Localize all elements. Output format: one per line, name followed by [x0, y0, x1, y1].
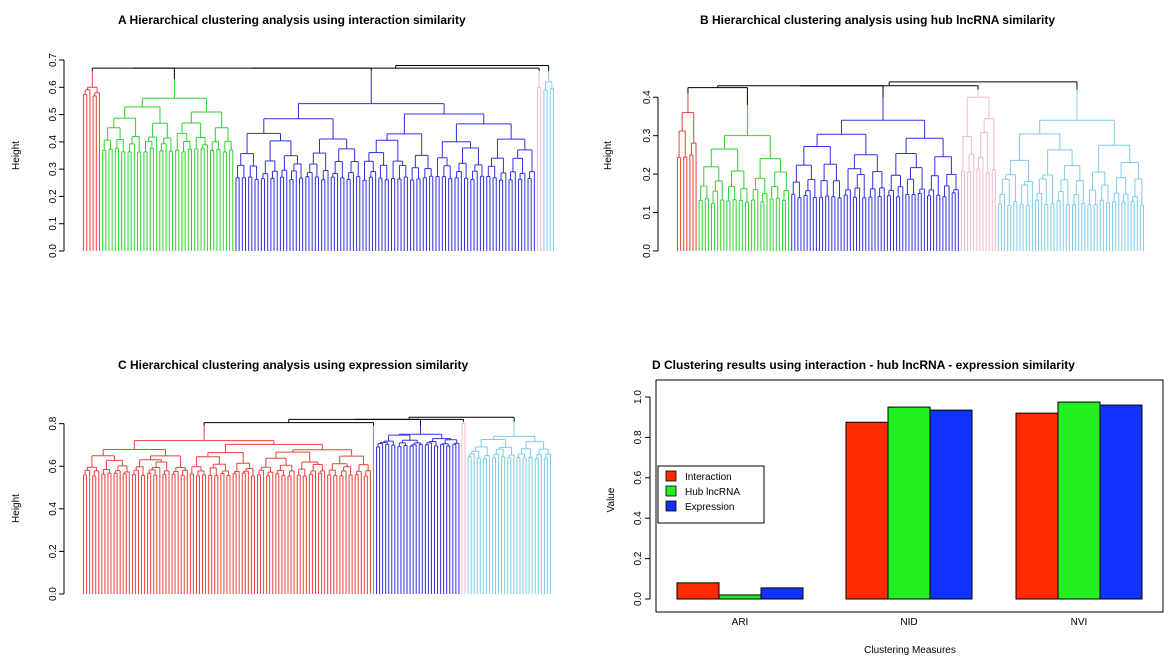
cluster-blue: [791, 97, 959, 251]
cluster-red: [83, 70, 100, 251]
panel-b-yaxis: 0.0 0.1 0.2 0.3 0.4: [642, 90, 659, 258]
panel-b-dendrogram: [677, 81, 1144, 251]
cluster-pink: [461, 421, 466, 594]
dendro-root-links: [687, 81, 1078, 105]
bar-nid-interaction: [845, 421, 889, 600]
x-tick-label: NVI: [1071, 617, 1088, 628]
legend-label: Interaction: [685, 472, 732, 483]
cluster-pink: [960, 89, 996, 251]
cluster-lightblue: [997, 89, 1144, 251]
y-tick-label: 0.2: [642, 167, 653, 181]
y-tick-label: 0.1: [48, 216, 59, 230]
y-tick-label: 0.4: [633, 511, 644, 525]
y-tick-label: 0.0: [48, 587, 59, 601]
cluster-lightblue: [543, 70, 554, 251]
x-tick-label: NID: [900, 617, 917, 628]
x-tick-label: ARI: [732, 617, 749, 628]
legend-swatch: [665, 470, 677, 482]
panel-a-title: A Hierarchical clustering analysis using…: [118, 13, 466, 27]
y-tick-label: 0.8: [48, 416, 59, 430]
bar-nvi-interaction: [1015, 412, 1059, 600]
y-tick-label: 0.5: [48, 107, 59, 121]
legend-label: Expression: [685, 502, 734, 513]
legend-swatch: [665, 485, 677, 497]
cluster-lightblue: [467, 421, 551, 594]
y-tick-label: 0.6: [48, 459, 59, 473]
y-tick-label: 0.8: [633, 430, 644, 444]
legend-label: Hub lncRNA: [685, 487, 740, 498]
bar-ari-hub-lncrna: [718, 594, 762, 600]
bar-nid-hub-lncrna: [887, 406, 931, 600]
bar-ari-expression: [760, 587, 804, 600]
y-axis-label: Value: [606, 487, 617, 512]
y-tick-label: 0.4: [642, 90, 653, 104]
y-tick-label: 0.6: [48, 80, 59, 94]
legend: Interaction Hub lncRNA Expression: [657, 465, 765, 524]
panel-c-dendrogram: [83, 416, 551, 594]
cluster-green: [698, 104, 790, 251]
x-axis-label: Clustering Measures: [864, 645, 956, 656]
cluster-blue: [235, 70, 535, 251]
y-tick-label: 0.0: [48, 244, 59, 258]
y-tick-label: 0.4: [48, 134, 59, 148]
panel-c-title: C Hierarchical clustering analysis using…: [118, 358, 469, 372]
dendro-root-links: [91, 64, 550, 80]
panel-a-dendrogram: [83, 64, 554, 251]
y-tick-label: 0.2: [48, 544, 59, 558]
bar-ari-interaction: [676, 582, 720, 600]
y-tick-label: 0.2: [48, 189, 59, 203]
panel-d-barchart: 0.0 0.2 0.4 0.6 0.8 1.0 Value Clustering Measur…: [606, 379, 1164, 656]
y-tick-label: 0.2: [633, 551, 644, 565]
panel-b-title: B Hierarchical clustering analysis using…: [700, 13, 1055, 27]
legend-swatch: [665, 500, 677, 512]
y-tick-label: 1.0: [633, 390, 644, 404]
y-tick-label: 0.7: [48, 53, 59, 67]
y-tick-label: 0.3: [48, 162, 59, 176]
panel-d-title: D Clustering results using interaction -…: [652, 358, 1075, 372]
y-tick-label: 0.1: [642, 205, 653, 219]
y-tick-label: 0.0: [633, 592, 644, 606]
y-tick-label: 0.0: [642, 244, 653, 258]
y-tick-label: 0.4: [48, 501, 59, 515]
cluster-pink: [537, 70, 542, 251]
bar-nid-expression: [929, 409, 973, 600]
y-tick-label: 0.6: [633, 470, 644, 484]
cluster-green: [102, 79, 234, 251]
panel-c-yaxis: 0.0 0.2 0.4 0.6 0.8: [48, 416, 65, 601]
dendro-root-links: [203, 416, 515, 426]
cluster-blue: [376, 425, 460, 594]
panel-a-yaxis: 0.0 0.1 0.2 0.3 0.4 0.5 0.6 0.7: [48, 53, 65, 258]
y-tick-label: 0.3: [642, 128, 653, 142]
cluster-red: [677, 93, 697, 251]
plot-frame: [655, 379, 1164, 613]
bar-nvi-expression: [1099, 404, 1143, 600]
cluster-red: [83, 425, 371, 594]
bar-nvi-hub-lncrna: [1057, 401, 1101, 600]
